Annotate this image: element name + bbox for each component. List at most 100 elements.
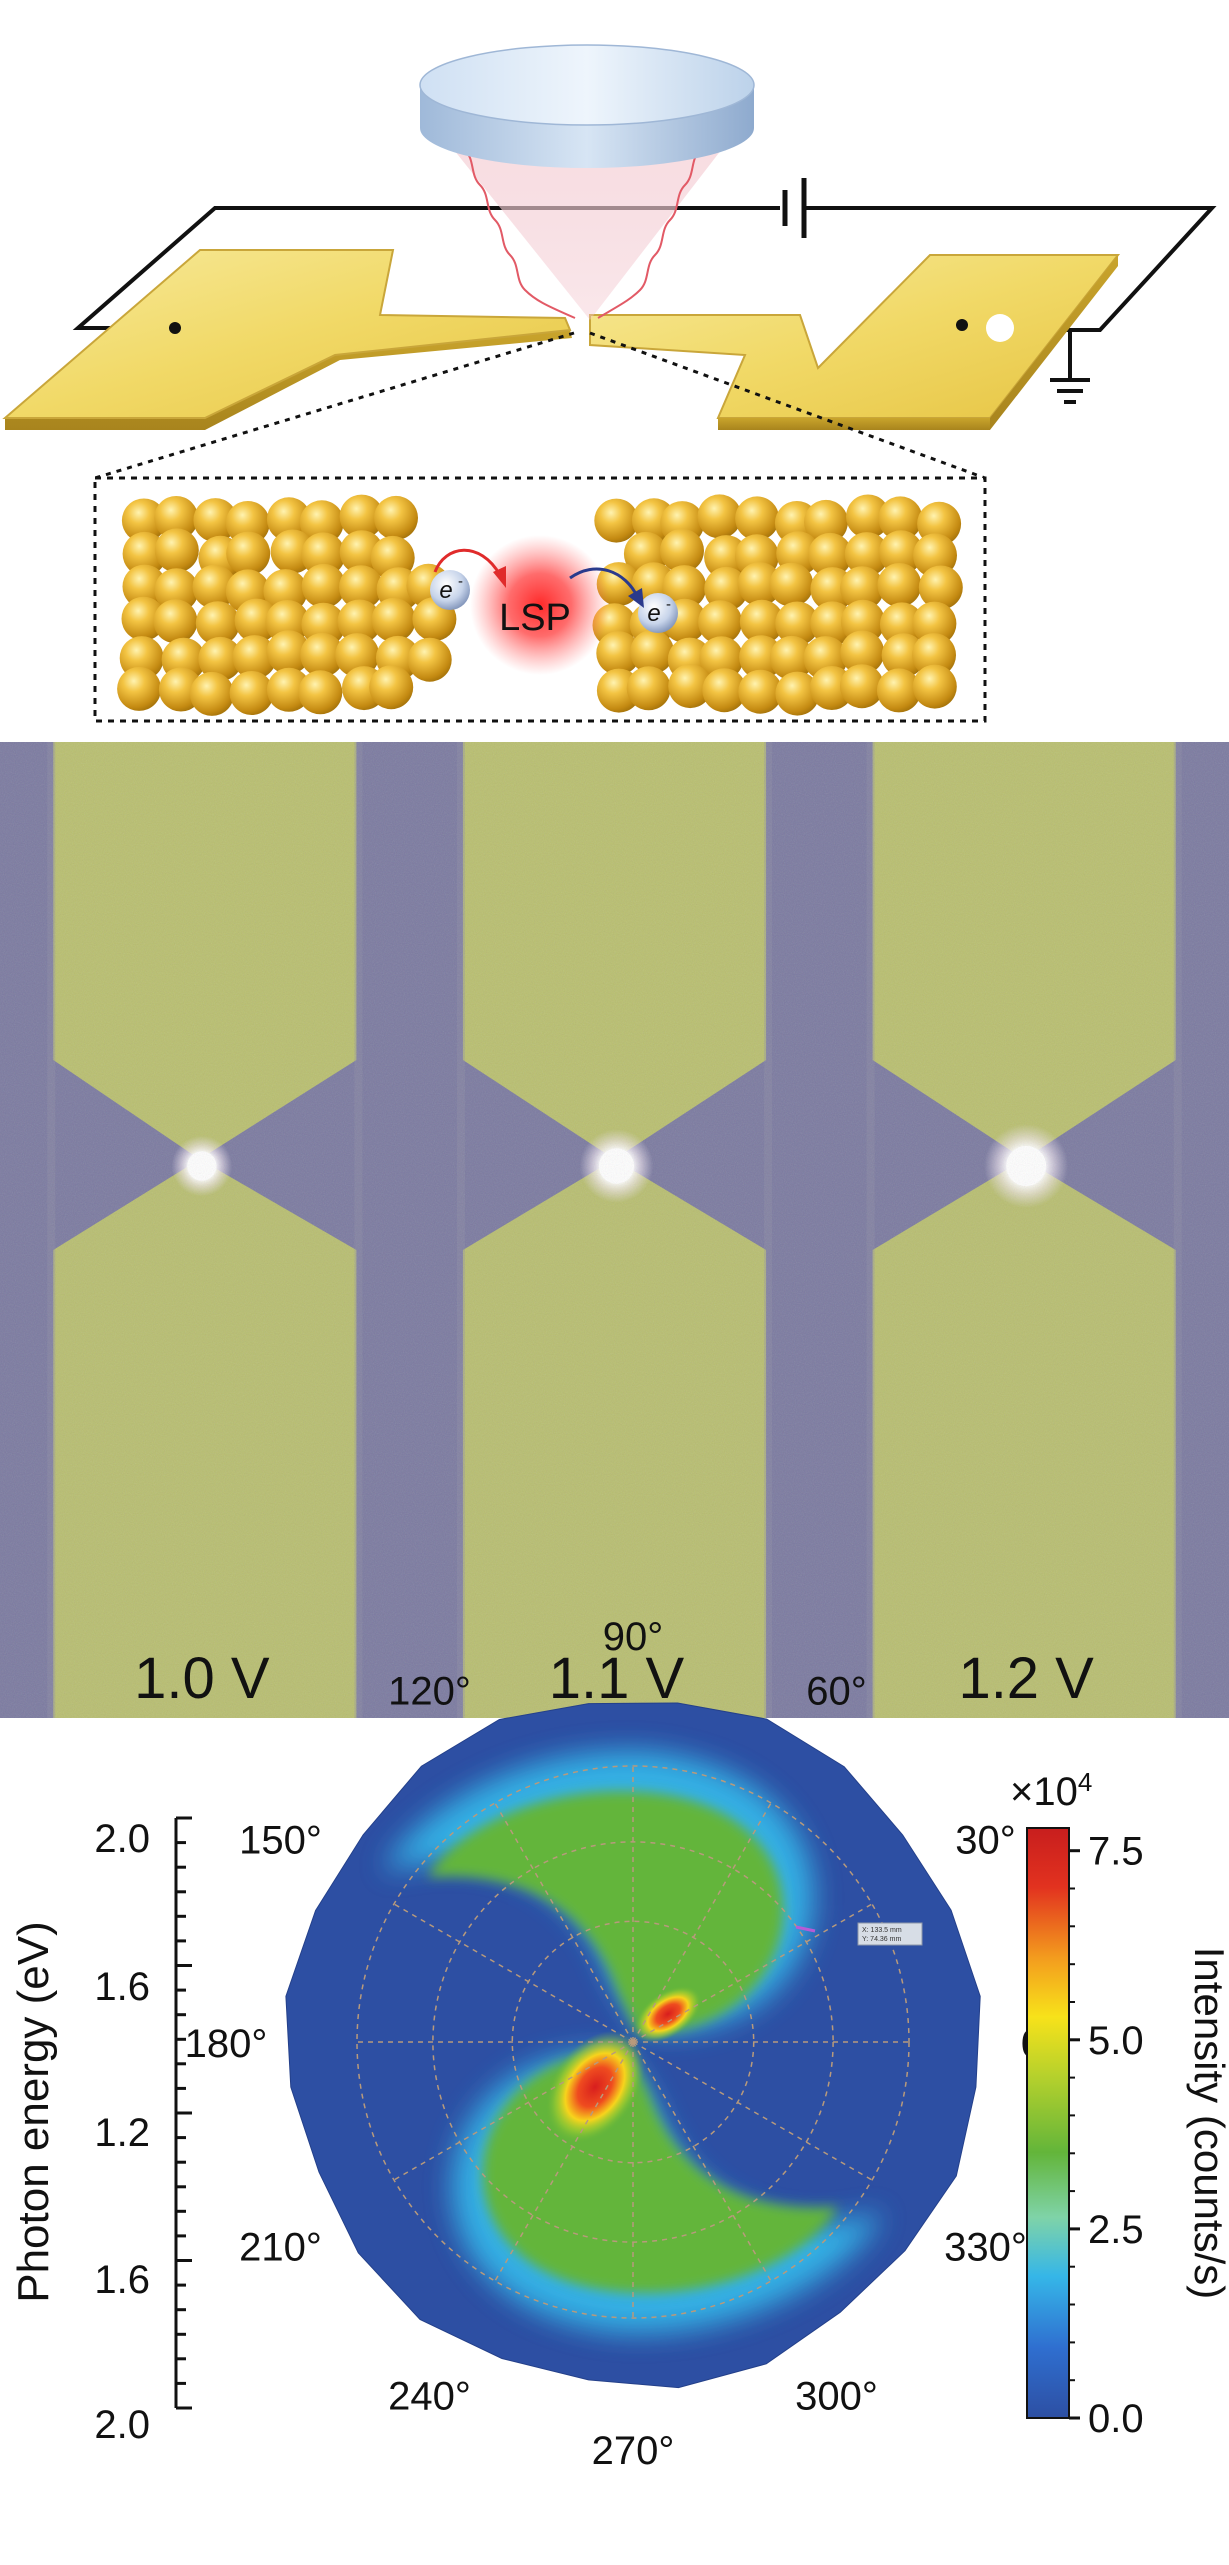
colorbar-title: Intensity (counts/s) — [1186, 1947, 1229, 2299]
gold-nanoparticle — [198, 636, 243, 681]
gold-nanoparticle — [226, 531, 271, 576]
cursor-marker — [795, 1925, 816, 1933]
gold-nanoparticle — [193, 498, 238, 543]
gold-nanoparticle — [374, 495, 418, 540]
tunneling-arrowhead-left — [493, 566, 506, 588]
voltage-label: 1.2 V — [958, 1646, 1094, 1711]
gold-nanoparticle — [737, 562, 782, 607]
angle-label: 90° — [603, 1615, 664, 1659]
gold-nanoparticle — [154, 528, 199, 573]
gold-nanoparticle — [121, 498, 166, 543]
angle-label: 300° — [795, 2375, 878, 2419]
gold-nanoparticle — [840, 566, 885, 611]
right-contact-dot — [956, 319, 968, 331]
gold-nanoparticle — [266, 630, 311, 675]
polar-grid-ring — [356, 1765, 910, 2319]
gold-nanoparticle — [371, 597, 416, 642]
intensity-lobe-upper — [428, 1791, 784, 2035]
angle-label: 210° — [239, 2226, 322, 2270]
micrograph-strip: 1.0 V 1.1 V 1.2 V — [0, 742, 1229, 1718]
electron-charge-left: - — [458, 573, 463, 590]
device-schematic: LSP e - e - — [2, 44, 1217, 723]
gold-nanoparticle — [912, 633, 956, 678]
gold-nanoparticle — [804, 499, 848, 544]
gold-nanoparticle — [225, 501, 270, 545]
gold-nanoparticle — [630, 630, 675, 674]
right-electrode — [589, 254, 1121, 430]
gold-nanoparticle — [596, 631, 641, 676]
radial-axis-label: Photon energy (eV) — [9, 1921, 58, 2303]
gold-nanoparticle — [668, 664, 713, 709]
gold-nanoparticle — [698, 600, 743, 645]
zoom-guide-lines — [94, 331, 986, 480]
gold-nanoparticle — [122, 531, 167, 576]
gold-nanoparticle — [912, 601, 957, 646]
gold-nanoparticle — [339, 494, 384, 539]
gold-nanoparticle — [299, 500, 344, 545]
gold-nanoparticle — [877, 563, 922, 607]
angle-label: 30° — [955, 1819, 1016, 1863]
intensity-map — [383, 1751, 883, 2333]
tunneling-arrow-right — [569, 567, 640, 599]
electron-label-left: e — [439, 577, 452, 604]
gold-nanoparticle — [192, 564, 237, 609]
gold-nanoparticle — [337, 599, 382, 644]
gold-nanoparticle — [775, 601, 820, 646]
angle-label: 240° — [388, 2375, 471, 2419]
gold-nanoparticle — [335, 633, 380, 678]
gold-nanoparticle — [881, 633, 926, 678]
gold-nanoparticle — [846, 494, 890, 539]
emission-wave-left — [464, 149, 576, 319]
gold-nanoparticle — [739, 599, 784, 644]
cursor-readout-y: Y: 74.36 mm — [862, 1936, 901, 1943]
colorbar-tick-label: 7.5 — [1088, 1830, 1144, 1874]
gold-nanoparticle — [840, 630, 885, 675]
ground-icon — [1050, 378, 1090, 404]
radial-axis: 2.0 1.6 1.2 1.6 2.0 Photon energy (eV) — [9, 1816, 192, 2447]
angle-label: 180° — [185, 2022, 268, 2066]
gold-nanoparticles — [117, 494, 963, 716]
gold-nanoparticle — [626, 666, 671, 711]
gold-nanoparticle — [117, 666, 162, 711]
emission-wave-right — [597, 149, 701, 319]
lsp-label: LSP — [499, 597, 571, 639]
gold-nanoparticle — [704, 535, 749, 580]
electron-label-right: e — [647, 600, 660, 627]
electron-charge-right: - — [666, 596, 671, 613]
gold-nanoparticle — [122, 564, 167, 609]
gold-nanoparticle — [594, 498, 639, 543]
intensity-hotspot-right — [634, 1985, 702, 2043]
gold-nanoparticle — [878, 496, 923, 541]
colorbar-tick-label: 5.0 — [1088, 2019, 1144, 2063]
electron-left: e - — [430, 570, 470, 610]
voltage-label: 1.1 V — [549, 1646, 685, 1711]
micrograph-noise — [0, 742, 1229, 1718]
gold-nanoparticle — [301, 532, 346, 577]
emitter-spot-icon — [986, 314, 1014, 342]
gold-nanoparticle — [738, 669, 783, 714]
angle-label: 330° — [944, 2226, 1027, 2270]
colorbar-gradient — [1026, 1827, 1070, 2419]
polar-grid — [356, 1765, 910, 2319]
colorbar: 7.5 5.0 2.5 0.0 ×104 Intensity (counts/s) — [1010, 1767, 1229, 2441]
gold-nanoparticle — [369, 665, 414, 710]
gold-nanoparticle — [154, 568, 199, 613]
gold-nanoparticle — [300, 632, 345, 677]
radial-tick-label: 1.6 — [94, 2258, 150, 2302]
angle-label: 270° — [592, 2429, 675, 2473]
gold-nanoparticle — [769, 635, 814, 680]
radial-tick-label: 1.2 — [94, 2111, 150, 2155]
cursor-readout-x: X: 133.5 mm — [862, 1927, 902, 1934]
gold-nanoparticle — [808, 532, 853, 577]
intensity-hotspot-left — [545, 2030, 645, 2144]
gold-nanoparticle — [844, 532, 889, 577]
gold-nanoparticle — [876, 668, 921, 713]
gold-nanoparticle — [697, 494, 742, 539]
gold-nanoparticle — [660, 528, 704, 573]
gold-nanoparticle — [232, 635, 277, 680]
gold-nanoparticle — [704, 566, 749, 611]
angle-label: 150° — [239, 1819, 322, 1863]
tunneling-arrow-left — [433, 548, 502, 576]
left-contact-dot — [169, 322, 181, 334]
